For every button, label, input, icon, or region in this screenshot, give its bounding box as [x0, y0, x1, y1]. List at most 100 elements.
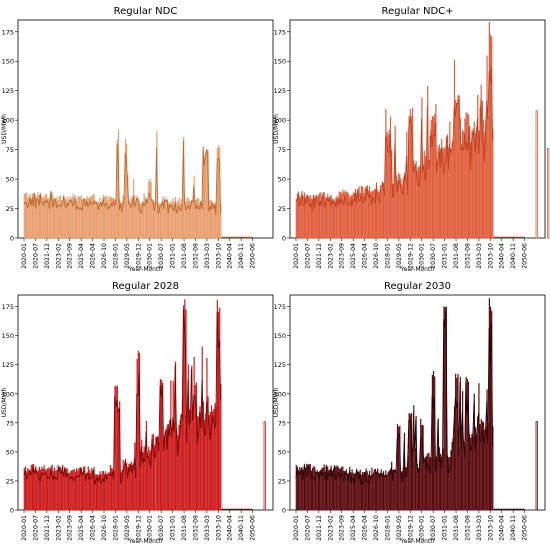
chart-bar — [465, 112, 467, 239]
x-axis-label: Year-Month — [400, 538, 434, 545]
chart-bar — [112, 198, 114, 239]
chart-bar — [137, 198, 139, 239]
chart-bar — [338, 191, 340, 239]
chart-bar — [114, 199, 116, 239]
chart-bar — [471, 131, 473, 239]
chart-bar — [165, 200, 167, 239]
chart-bar — [160, 203, 163, 239]
series-line — [23, 140, 222, 216]
chart-bar — [448, 457, 450, 511]
chart-bar — [535, 421, 538, 511]
chart-bar — [55, 470, 57, 511]
x-tick-label: 2033-10 — [487, 243, 494, 269]
chart-bar — [305, 196, 307, 239]
chart-bar — [51, 192, 53, 239]
chart-bar — [120, 202, 122, 239]
chart-bar — [140, 203, 142, 239]
y-tick-label: 175 — [274, 28, 286, 36]
chart-bar — [311, 467, 314, 511]
chart-bar — [77, 470, 79, 511]
chart-bar — [58, 466, 60, 511]
chart-bar — [424, 155, 427, 239]
chart-bar — [346, 192, 349, 239]
chart-bar — [328, 470, 330, 511]
chart-bar — [105, 471, 107, 511]
chart-bar — [38, 466, 41, 511]
x-tick-label: 2020-01 — [21, 515, 28, 541]
chart-bar — [122, 195, 124, 239]
chart-bar — [93, 466, 95, 511]
chart-bar — [124, 458, 127, 511]
chart-bar — [71, 196, 73, 239]
chart-panel-3: Regular 2028 USD/MWh 0 25 50 75 100 125 150 175 20… — [1, 281, 301, 545]
x-tick-label: 2040-04 — [227, 515, 234, 541]
chart-bar — [392, 469, 394, 511]
chart-bar — [34, 469, 36, 511]
chart-bar — [459, 376, 461, 511]
x-tick-label: 2030-07 — [430, 515, 437, 541]
chart-bar — [479, 107, 481, 239]
chart-bar — [145, 198, 148, 239]
x-tick-label: 2023-02 — [55, 515, 62, 541]
chart-bar — [338, 468, 340, 511]
chart-bar — [446, 134, 449, 239]
chart-bar — [29, 193, 31, 239]
x-axis-label: Year-Month — [128, 266, 162, 273]
chart-bar — [94, 200, 96, 239]
chart-bar — [91, 467, 93, 511]
chart-bar — [74, 471, 77, 511]
y-tick-label: 50 — [278, 448, 286, 456]
chart-bar — [422, 425, 424, 511]
chart-bar — [385, 470, 387, 511]
chart-bar — [194, 385, 196, 511]
chart-bar — [50, 466, 52, 511]
chart-bar — [408, 413, 410, 511]
chart-bar — [201, 346, 203, 511]
y-tick-label: 0 — [282, 235, 286, 243]
chart-bar — [44, 194, 46, 239]
chart-bar — [101, 471, 103, 511]
x-tick-label: 2029-12 — [135, 515, 142, 541]
chart-bar — [405, 177, 407, 239]
chart-bar — [317, 471, 320, 511]
chart-bar — [59, 466, 61, 511]
chart-bar — [475, 435, 478, 511]
chart-bar — [220, 384, 222, 511]
chart-bar — [368, 470, 371, 511]
chart-bar — [382, 471, 385, 511]
chart-bar — [63, 194, 65, 239]
chart-bar — [396, 424, 399, 511]
chart-bar — [435, 456, 437, 511]
chart-title: Regular NDC — [114, 6, 178, 17]
chart-bar — [487, 115, 489, 239]
chart-bar — [24, 193, 27, 239]
chart-bar — [213, 203, 215, 239]
chart-bar — [180, 199, 182, 239]
x-tick-label: 2029-05 — [396, 243, 403, 269]
chart-bar — [114, 385, 116, 511]
chart-bar — [400, 178, 402, 239]
chart-bar — [307, 464, 309, 511]
chart-bar — [366, 185, 368, 239]
chart-bar — [428, 452, 430, 511]
chart-bar — [148, 446, 150, 511]
chart-bar — [46, 468, 49, 511]
chart-bar — [488, 298, 490, 511]
chart-bar — [48, 198, 50, 239]
y-tick-label: 100 — [274, 390, 286, 398]
chart-bar — [431, 375, 433, 511]
chart-bar — [183, 305, 185, 511]
chart-bar — [144, 197, 146, 239]
chart-bar — [167, 203, 170, 239]
chart-bar — [372, 190, 374, 239]
chart-bar — [33, 463, 35, 511]
y-tick-label: 50 — [278, 176, 286, 184]
chart-bar — [39, 192, 42, 239]
chart-bar — [185, 201, 187, 239]
chart-bar — [316, 470, 318, 511]
x-tick-label: 2031-01 — [442, 243, 449, 269]
chart-bar — [457, 95, 459, 239]
chart-bar — [95, 474, 98, 511]
chart-bar — [141, 439, 143, 511]
chart-bar — [88, 197, 91, 239]
